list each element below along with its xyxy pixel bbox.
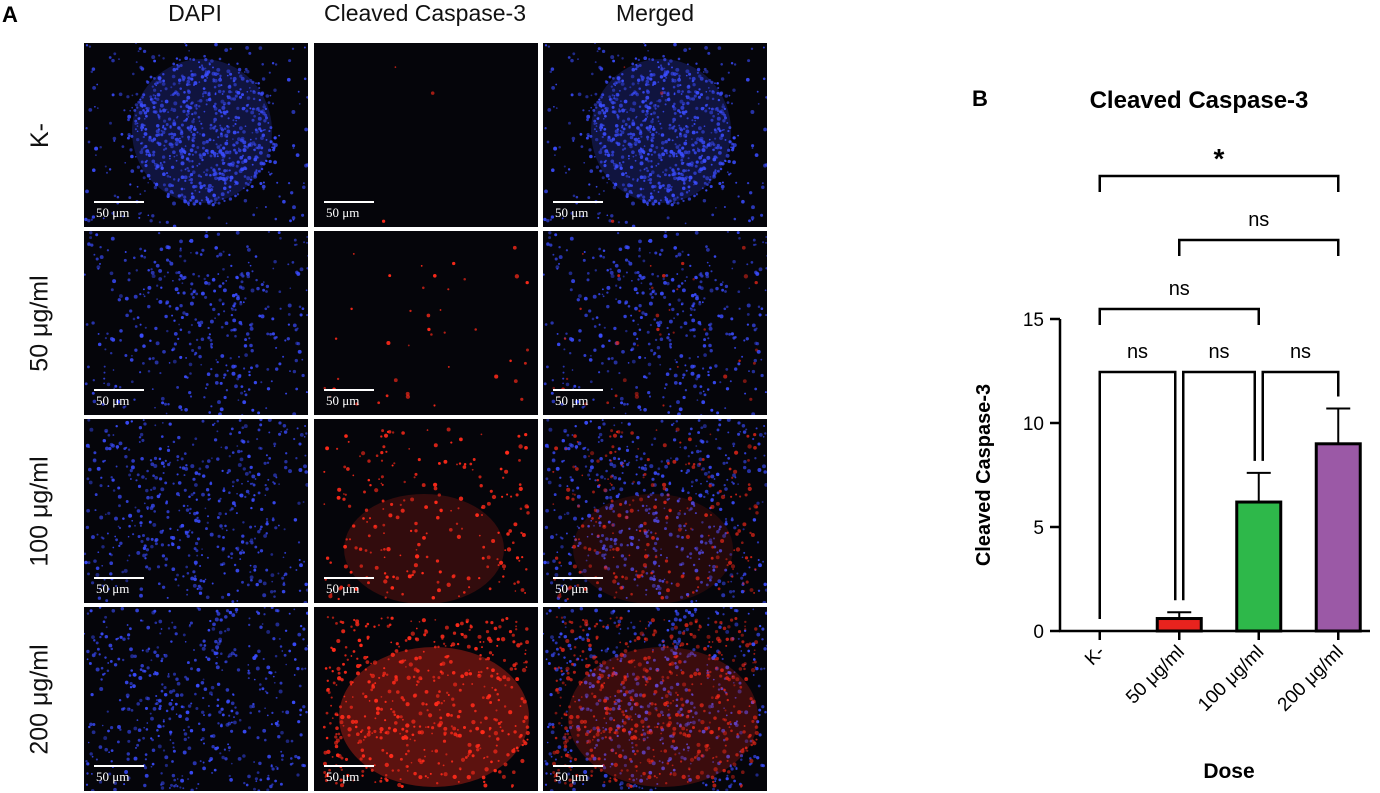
significance-label: ns — [1127, 341, 1148, 363]
row-label-control: K- — [0, 42, 80, 228]
row-label-50: 50 μg/ml — [0, 230, 80, 416]
x-axis-label: Dose — [1203, 760, 1254, 783]
scale-bar: 50 μm — [553, 765, 603, 785]
micrograph-caspase-row-4: 50 μm — [314, 607, 538, 791]
row-label-text: 50 μg/ml — [25, 274, 54, 372]
significance-bracket — [1098, 370, 1177, 619]
scale-bar-line — [553, 765, 603, 767]
x-tick-label: K- — [1081, 642, 1109, 670]
scale-bar-line — [94, 765, 144, 767]
bar — [1314, 442, 1362, 633]
micrograph-merged-row-2: 50 μm — [543, 231, 767, 415]
scale-bar-line — [553, 389, 603, 391]
scale-bar: 50 μm — [94, 201, 144, 221]
row-label-200: 200 μg/ml — [0, 606, 80, 792]
scale-bar-label: 50 μm — [555, 393, 589, 408]
scale-bar-line — [94, 389, 144, 391]
scale-bar-label: 50 μm — [326, 393, 360, 408]
scale-bar: 50 μm — [324, 201, 374, 221]
scale-bar: 50 μm — [94, 389, 144, 409]
scale-bar-line — [324, 765, 374, 767]
scale-bar-line — [324, 577, 374, 579]
scale-bar-label: 50 μm — [96, 769, 130, 784]
micrograph-dapi-row-3: 50 μm — [84, 419, 308, 603]
bar — [1235, 500, 1283, 633]
micrograph-dapi-row-2: 50 μm — [84, 231, 308, 415]
scale-bar-label: 50 μm — [555, 769, 589, 784]
scale-bar-line — [553, 577, 603, 579]
x-tick-label: 200 μg/ml — [1274, 642, 1348, 716]
y-tick-label: 0 — [1033, 622, 1044, 643]
y-axis-label: Cleaved Caspase-3 — [973, 384, 995, 566]
column-header-merged: Merged — [616, 0, 694, 26]
scale-bar: 50 μm — [324, 389, 374, 409]
y-tick-label: 10 — [1023, 414, 1044, 435]
significance-label: ns — [1208, 341, 1229, 363]
scale-bar-line — [324, 201, 374, 203]
scale-bar-line — [553, 201, 603, 203]
significance-label: ns — [1248, 209, 1269, 231]
scale-bar: 50 μm — [324, 765, 374, 785]
scale-bar: 50 μm — [553, 389, 603, 409]
significance-label: ns — [1169, 278, 1190, 300]
column-header-caspase: Cleaved Caspase-3 — [323, 0, 526, 26]
significance-bracket — [1098, 307, 1260, 325]
micrograph-merged-row-3: 50 μm — [543, 419, 767, 603]
scale-bar-label: 50 μm — [96, 393, 130, 408]
row-label-100: 100 μg/ml — [0, 418, 80, 604]
micrograph-caspase-row-2: 50 μm — [314, 231, 538, 415]
chart-title: Cleaved Caspase-3 — [1090, 87, 1309, 114]
scale-bar-label: 50 μm — [555, 581, 589, 596]
scale-bar-line — [94, 577, 144, 579]
scale-bar: 50 μm — [324, 577, 374, 597]
scale-bar: 50 μm — [94, 765, 144, 785]
scale-bar-label: 50 μm — [555, 205, 589, 220]
significance-label: ns — [1290, 341, 1311, 363]
scale-bar-line — [324, 389, 374, 391]
significance-bracket — [1098, 174, 1340, 192]
significance-bracket — [1261, 370, 1340, 461]
row-label-text: 100 μg/ml — [25, 455, 54, 567]
row-label-text: K- — [25, 122, 54, 148]
panel-a-letter: A — [2, 2, 18, 27]
scale-bar-label: 50 μm — [96, 205, 130, 220]
x-tick-label: 100 μg/ml — [1194, 642, 1268, 716]
y-tick-label: 15 — [1023, 310, 1044, 331]
y-tick-label: 5 — [1033, 518, 1044, 539]
scale-bar: 50 μm — [94, 577, 144, 597]
bar — [1155, 617, 1203, 633]
bar-chart: Cleaved Caspase-3 Cleaved Caspase-3 Dose… — [973, 87, 1370, 783]
scale-bar-label: 50 μm — [326, 581, 360, 596]
significance-bracket — [1182, 370, 1256, 601]
micrograph-dapi-row-4: 50 μm — [84, 607, 308, 791]
micrograph-dapi-row-1: 50 μm — [84, 43, 308, 227]
column-header-dapi: DAPI — [168, 0, 222, 26]
scale-bar-label: 50 μm — [96, 581, 130, 596]
micrograph-merged-row-1: 50 μm — [543, 43, 767, 227]
x-tick-label: 50 μg/ml — [1122, 642, 1189, 709]
micrograph-merged-row-4: 50 μm — [543, 607, 767, 791]
significance-bracket — [1178, 238, 1340, 256]
scale-bar-line — [94, 201, 144, 203]
chart-marks: 0 5 10 15 K- 50 μg/ml 100 μg/ml 200 μg/ml ns ns ns… — [1023, 143, 1370, 716]
significance-label: * — [1214, 143, 1225, 174]
panel-b-letter: B — [972, 86, 988, 111]
scale-bar: 50 μm — [553, 577, 603, 597]
scale-bar: 50 μm — [553, 201, 603, 221]
micrograph-caspase-row-3: 50 μm — [314, 419, 538, 603]
micrograph-caspase-row-1: 50 μm — [314, 43, 538, 227]
scale-bar-label: 50 μm — [326, 205, 360, 220]
row-label-text: 200 μg/ml — [25, 643, 54, 755]
scale-bar-label: 50 μm — [326, 769, 360, 784]
